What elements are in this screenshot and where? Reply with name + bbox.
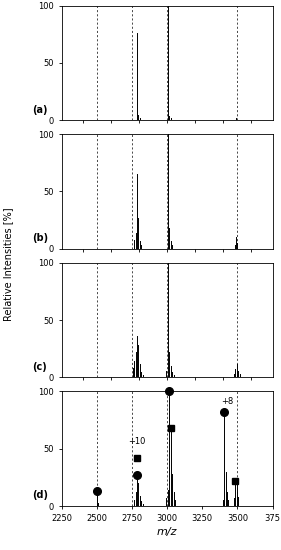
Text: Relative Intensities [%]: Relative Intensities [%]	[3, 207, 13, 321]
Text: (b): (b)	[32, 233, 48, 243]
Text: +10: +10	[128, 437, 146, 446]
Text: (a): (a)	[32, 104, 48, 114]
Text: +8: +8	[221, 397, 234, 406]
Text: (d): (d)	[32, 490, 48, 500]
X-axis label: m/z: m/z	[157, 527, 177, 537]
Text: (c): (c)	[32, 362, 47, 372]
